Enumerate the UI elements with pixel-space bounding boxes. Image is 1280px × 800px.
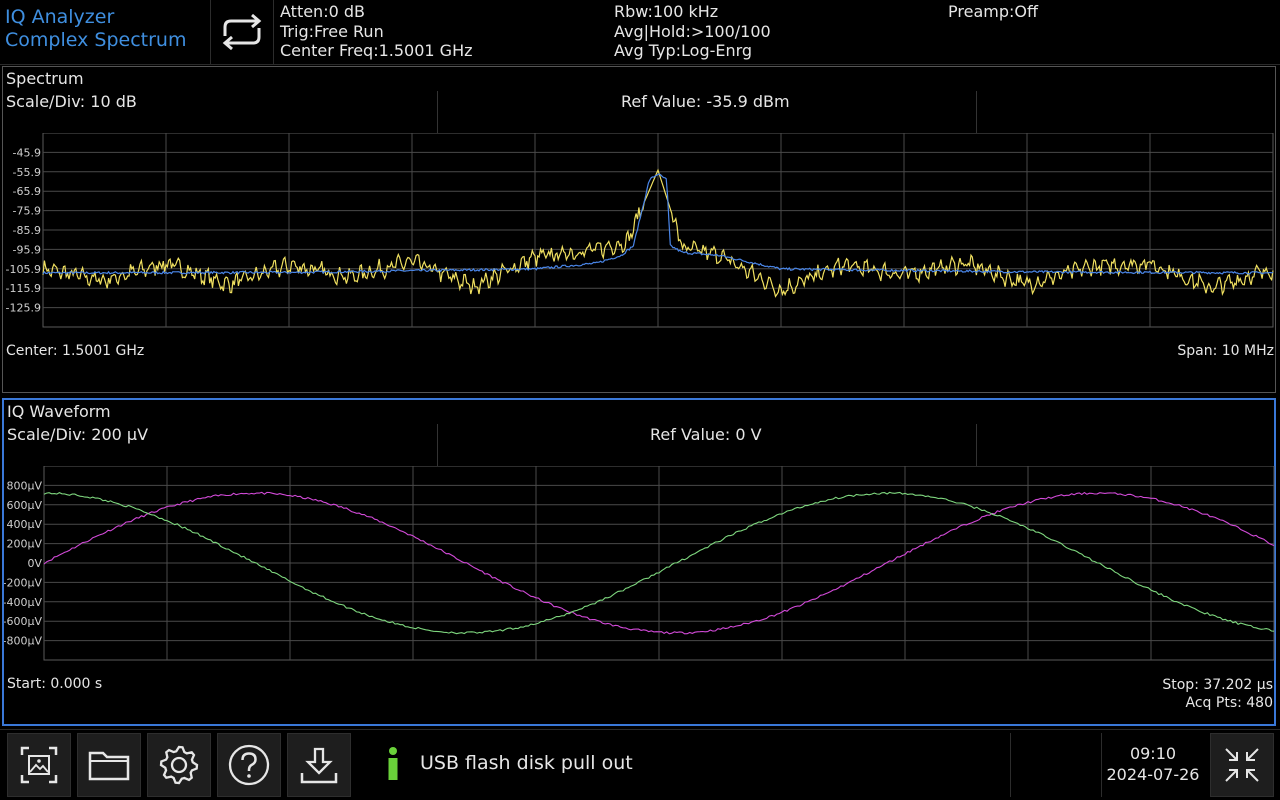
bottom-toolbar: USB flash disk pull out 09:10 2024-07-26 xyxy=(0,729,1280,800)
collapse-arrows-icon xyxy=(1225,748,1259,782)
info-divider xyxy=(437,91,438,133)
stop-label[interactable]: Stop: 37.202 μs xyxy=(1162,677,1273,693)
y-tick-label: -45.9 xyxy=(13,146,41,159)
header-divider xyxy=(210,0,211,64)
panel-title: Spectrum xyxy=(6,69,84,88)
bandwidth-settings[interactable]: Rbw:100 kHz Avg|Hold:>100/100 Avg Typ:Lo… xyxy=(614,2,771,61)
header-bar: IQ Analyzer Complex Spectrum Atten:0 dB … xyxy=(0,0,1280,65)
measurement-name: Complex Spectrum xyxy=(5,29,187,51)
clock-date: 2024-07-26 xyxy=(1106,765,1200,784)
settings-button[interactable] xyxy=(147,733,211,797)
y-tick-label: -400μV xyxy=(4,596,42,609)
repeat-icon xyxy=(222,13,262,51)
clock-time: 09:10 xyxy=(1129,744,1177,763)
info-divider xyxy=(976,91,977,133)
trigger-value: Trig:Free Run xyxy=(280,21,384,41)
y-tick-label: 800μV xyxy=(6,479,42,492)
y-tick-label: -75.9 xyxy=(13,205,41,218)
panel-title: IQ Waveform xyxy=(7,402,111,421)
y-tick-label: -115.9 xyxy=(6,282,41,295)
avg-type-value: Avg Typ:Log-Enrg xyxy=(614,41,753,60)
y-tick-label: 600μV xyxy=(6,499,42,512)
scale-div[interactable]: Scale/Div: 10 dB xyxy=(6,92,137,111)
folder-icon xyxy=(88,751,130,781)
toolbar-divider xyxy=(1010,733,1011,797)
ref-value[interactable]: Ref Value: -35.9 dBm xyxy=(621,92,790,111)
y-tick-label: 400μV xyxy=(6,518,42,531)
y-tick-label: -95.9 xyxy=(13,243,41,256)
y-tick-label: 200μV xyxy=(6,538,42,551)
help-button[interactable] xyxy=(217,733,281,797)
fullscreen-button[interactable] xyxy=(1210,733,1274,797)
save-button[interactable] xyxy=(287,733,351,797)
preamp-setting[interactable]: Preamp:Off xyxy=(948,2,1038,22)
atten-value: Atten:0 dB xyxy=(280,2,365,21)
scale-div[interactable]: Scale/Div: 200 μV xyxy=(7,425,149,444)
spectrum-chart[interactable]: -45.9 -55.9 -65.9 -75.9 -85.9 -95.9 -105.9 -115… xyxy=(3,133,1275,333)
i-trace xyxy=(43,491,1275,635)
gear-icon xyxy=(159,745,199,785)
live-trace xyxy=(42,168,1274,298)
file-manager-button[interactable] xyxy=(77,733,141,797)
y-tick-label: -800μV xyxy=(4,635,42,648)
rbw-value: Rbw:100 kHz xyxy=(614,2,719,21)
q-trace xyxy=(43,491,1275,635)
clock[interactable]: 09:10 2024-07-26 xyxy=(1102,743,1204,785)
center-label[interactable]: Center: 1.5001 GHz xyxy=(6,343,145,359)
download-icon xyxy=(300,747,338,784)
y-tick-label: -65.9 xyxy=(13,185,41,198)
header-divider xyxy=(273,0,274,64)
y-tick-label: -85.9 xyxy=(13,224,41,237)
y-tick-label: -125.9 xyxy=(6,302,41,315)
screenshot-button[interactable] xyxy=(7,733,71,797)
span-label[interactable]: Span: 10 MHz xyxy=(1177,343,1274,359)
continuous-sweep-button[interactable] xyxy=(212,0,272,64)
info-icon xyxy=(388,747,398,780)
y-tick-label: -105.9 xyxy=(6,263,41,276)
mode-title[interactable]: IQ Analyzer Complex Spectrum xyxy=(5,6,205,52)
toolbar-divider xyxy=(1101,733,1102,797)
acq-points-label: Acq Pts: 480 xyxy=(1185,695,1273,711)
y-tick-label: -55.9 xyxy=(13,166,41,179)
average-trace xyxy=(42,173,1274,275)
stop-info: Stop: 37.202 μs Acq Pts: 480 xyxy=(1162,676,1273,712)
avg-hold-value: Avg|Hold:>100/100 xyxy=(614,21,771,41)
y-tick-label: -600μV xyxy=(4,615,42,628)
iq-waveform-panel[interactable]: IQ Waveform Scale/Div: 200 μV Ref Value:… xyxy=(2,398,1276,726)
info-divider xyxy=(976,424,977,466)
spectrum-panel[interactable]: Spectrum Scale/Div: 10 dB Ref Value: -35… xyxy=(2,66,1276,393)
center-freq-value: Center Freq:1.5001 GHz xyxy=(280,41,473,60)
ref-value[interactable]: Ref Value: 0 V xyxy=(650,425,762,444)
status-message: USB flash disk pull out xyxy=(420,752,633,774)
iq-chart[interactable]: 800μV 600μV 400μV 200μV 0V -200μV -400μV -600μV… xyxy=(4,466,1276,666)
help-icon xyxy=(228,744,270,786)
screenshot-icon xyxy=(20,746,58,784)
y-tick-label: 0V xyxy=(27,557,42,570)
start-label[interactable]: Start: 0.000 s xyxy=(7,676,103,692)
preamp-value: Preamp:Off xyxy=(948,2,1038,21)
info-divider xyxy=(437,424,438,466)
mode-name: IQ Analyzer xyxy=(5,6,115,28)
input-settings[interactable]: Atten:0 dB Trig:Free Run Center Freq:1.5… xyxy=(280,2,473,61)
y-tick-label: -200μV xyxy=(4,576,42,589)
